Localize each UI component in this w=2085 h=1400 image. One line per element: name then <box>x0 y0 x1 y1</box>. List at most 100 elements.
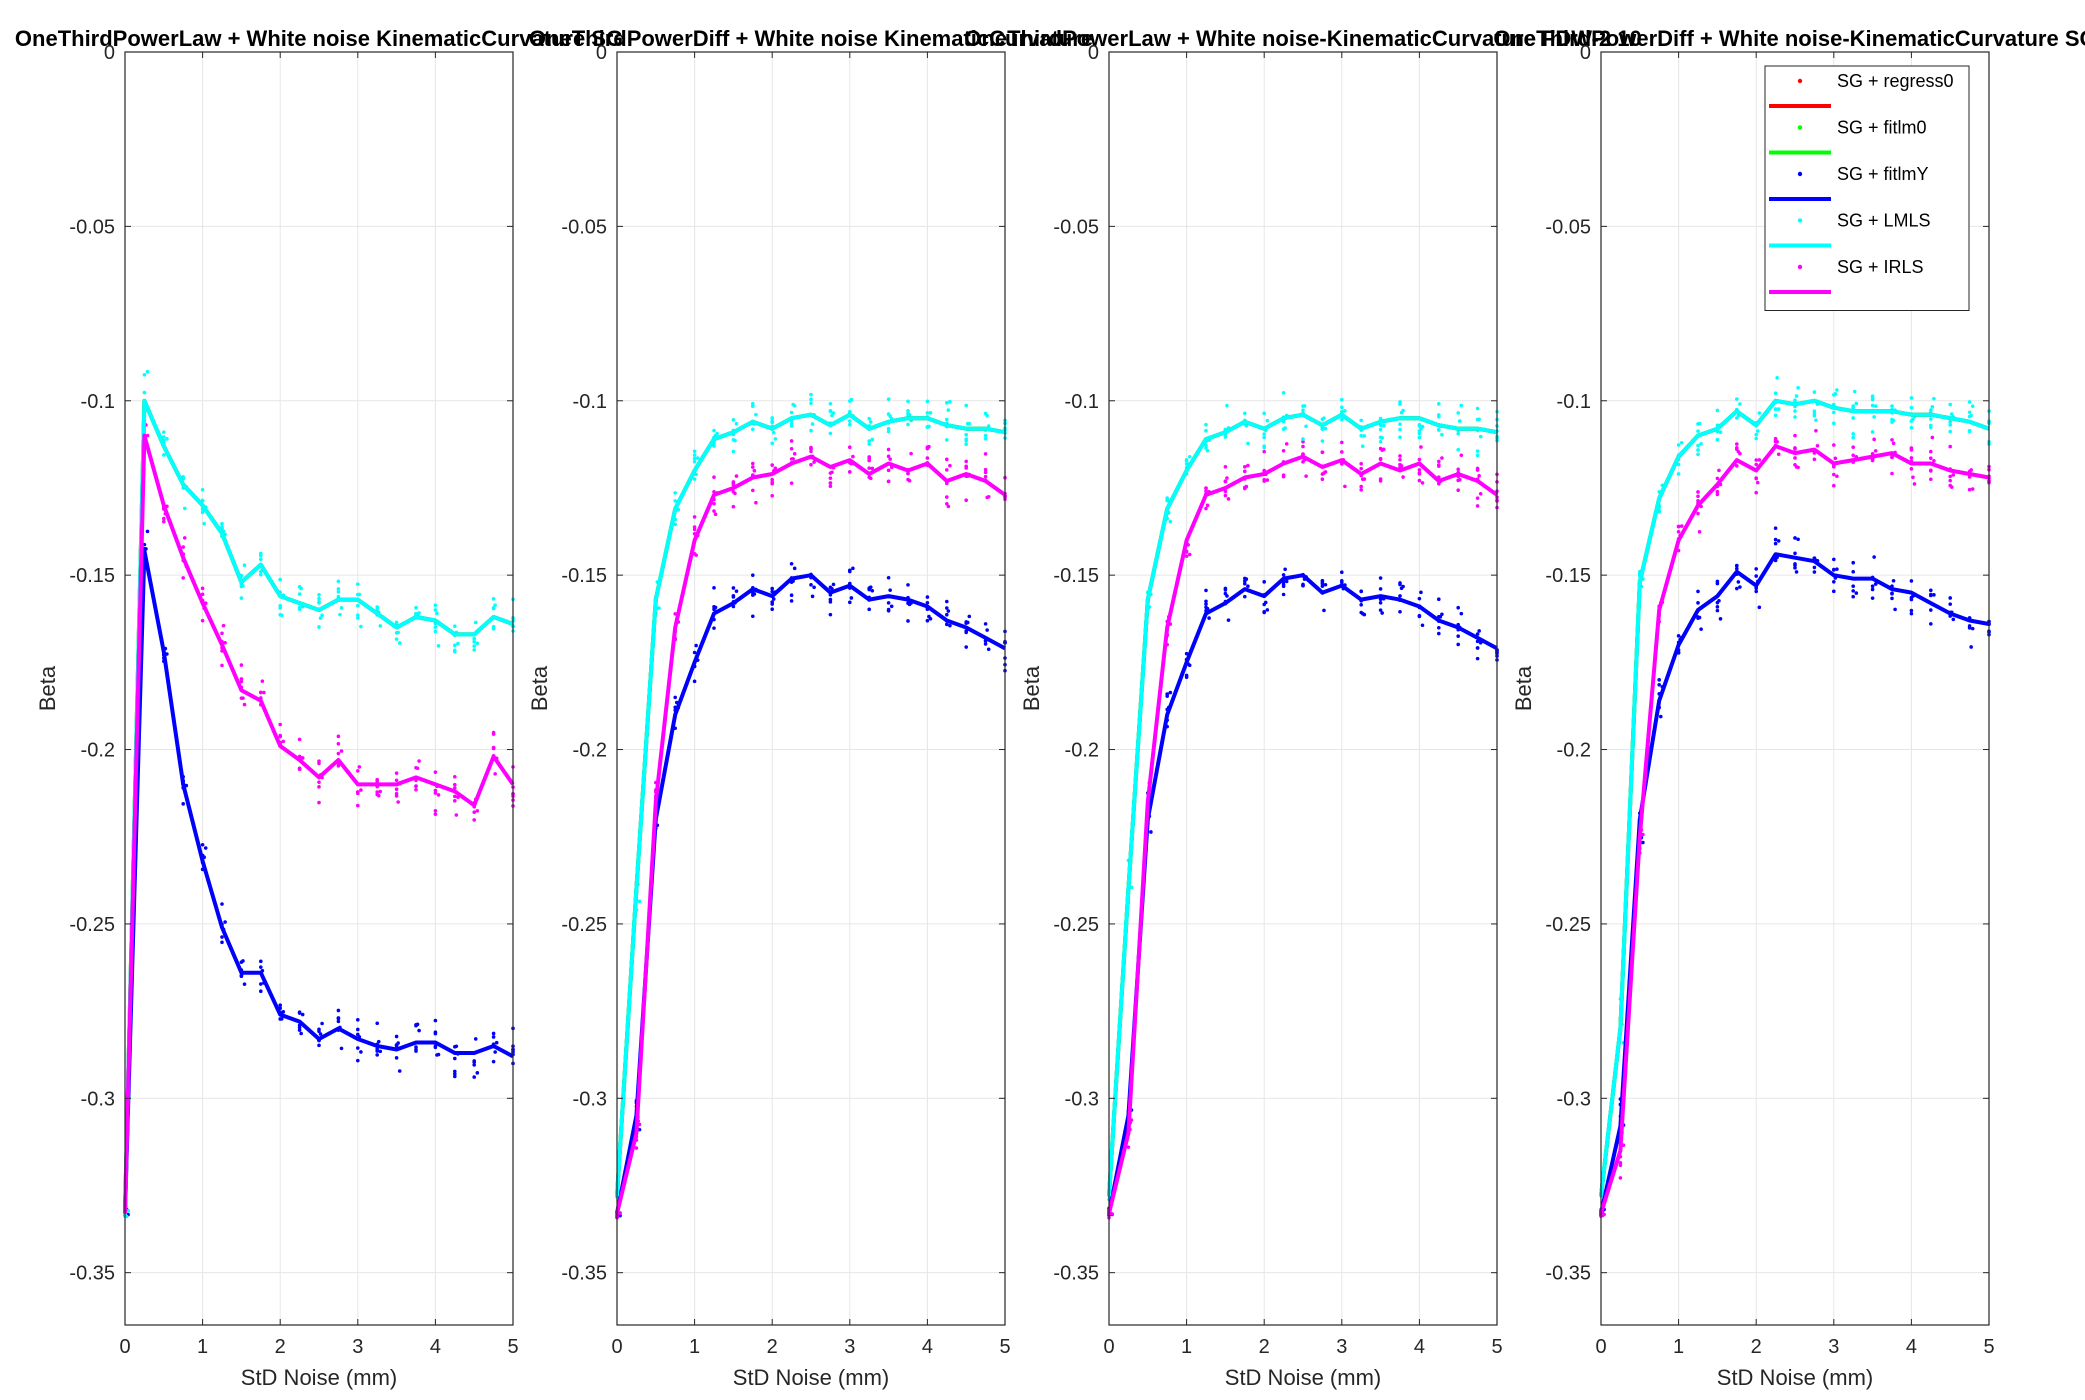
x-tick-label: 4 <box>922 1336 933 1358</box>
sample-point <box>1437 481 1441 486</box>
y-tick-label: -0.2 <box>1065 740 1099 762</box>
y-tick-label: -0.2 <box>573 740 607 762</box>
sample-point <box>945 401 949 405</box>
sample-point <box>356 592 360 597</box>
sample-point <box>433 1018 438 1023</box>
sample-point <box>1398 581 1402 585</box>
plot-area <box>1109 52 1497 1325</box>
sample-point <box>637 899 642 904</box>
sample-point <box>1870 458 1875 463</box>
legend-marker <box>1797 171 1803 177</box>
sample-point <box>1715 476 1720 481</box>
sample-point <box>692 477 697 481</box>
sample-point <box>1456 642 1460 647</box>
sample-point <box>1948 429 1952 434</box>
sample-point <box>223 641 227 645</box>
sample-point <box>1676 530 1681 534</box>
sample-point <box>771 597 776 601</box>
sample-point <box>1246 463 1250 468</box>
sample-point <box>1870 587 1875 592</box>
x-axis-label: StD Noise (mm) <box>1225 1365 1381 1390</box>
sample-point <box>1812 457 1817 462</box>
sample-point <box>1398 457 1402 462</box>
sample-point <box>1378 597 1383 602</box>
series-line <box>123 548 514 1214</box>
sample-point <box>433 791 438 795</box>
sample-point <box>182 506 187 511</box>
sample-point <box>1815 443 1820 448</box>
sample-point <box>1204 506 1208 511</box>
sample-point <box>1243 594 1247 599</box>
sample-point <box>1793 551 1797 556</box>
sample-point <box>1854 401 1859 406</box>
sample-point <box>300 1012 305 1017</box>
sample-point <box>692 679 697 684</box>
sample-point <box>472 1059 477 1063</box>
y-tick-label: -0.1 <box>1065 391 1099 413</box>
sample-point <box>1754 574 1758 578</box>
sample-point <box>692 515 697 519</box>
x-tick-label: 0 <box>1103 1336 1114 1358</box>
sample-point <box>1696 494 1700 499</box>
sample-point <box>1909 446 1914 450</box>
series-line <box>1107 454 1499 1214</box>
sample-point <box>1204 422 1208 427</box>
sample-point <box>473 620 478 625</box>
x-tick-label: 3 <box>352 1336 363 1358</box>
sample-point <box>318 616 323 620</box>
x-tick-label: 1 <box>1181 1336 1192 1358</box>
sample-point <box>1204 605 1208 610</box>
x-tick-label: 2 <box>1259 1336 1270 1358</box>
sample-point <box>1204 428 1208 433</box>
sample-point <box>453 1044 457 1049</box>
sample-point <box>713 512 718 517</box>
sample-point <box>1398 422 1402 427</box>
x-tick-label: 0 <box>119 1336 130 1358</box>
sample-point <box>1243 579 1247 583</box>
sample-point <box>472 810 477 814</box>
x-tick-label: 3 <box>844 1336 855 1358</box>
sample-point <box>1696 443 1700 448</box>
sample-point <box>375 605 380 609</box>
sample-point <box>394 1056 399 1060</box>
sample-point <box>1204 443 1208 448</box>
sample-point <box>1475 496 1480 500</box>
sample-point <box>1417 471 1422 475</box>
sample-point <box>1929 622 1933 626</box>
sample-point <box>1456 411 1460 415</box>
sample-point <box>1301 439 1305 444</box>
sample-point <box>317 625 321 629</box>
sample-point <box>1378 608 1383 612</box>
sample-point <box>453 774 457 779</box>
sample-point <box>1378 587 1383 591</box>
sample-point <box>359 1050 363 1054</box>
sample-point <box>472 1075 477 1079</box>
sample-point <box>1284 442 1289 446</box>
sample-point <box>220 935 224 939</box>
sample-point <box>789 457 794 461</box>
sample-point <box>1440 456 1444 460</box>
sample-point <box>1930 405 1935 409</box>
sample-point <box>1262 445 1266 450</box>
sample-point <box>1459 611 1464 616</box>
sample-point <box>378 624 383 628</box>
sample-point <box>317 1029 321 1034</box>
sample-point <box>493 1050 497 1054</box>
sample-point <box>453 1056 457 1061</box>
sample-point <box>414 787 418 792</box>
sample-point <box>1459 403 1464 408</box>
sample-point <box>165 437 169 441</box>
sample-point <box>828 612 833 617</box>
sample-point <box>1362 434 1367 438</box>
sample-point <box>220 521 224 526</box>
sample-point <box>491 732 496 736</box>
sample-point <box>1870 596 1875 600</box>
sample-point <box>1340 417 1344 422</box>
sample-point <box>1835 567 1839 571</box>
sample-point <box>1184 651 1189 656</box>
sample-point <box>1205 503 1210 508</box>
series-sg-lmls <box>615 412 1006 1197</box>
sample-point <box>1930 435 1935 440</box>
sample-point <box>1696 615 1700 619</box>
sample-point <box>239 696 244 700</box>
